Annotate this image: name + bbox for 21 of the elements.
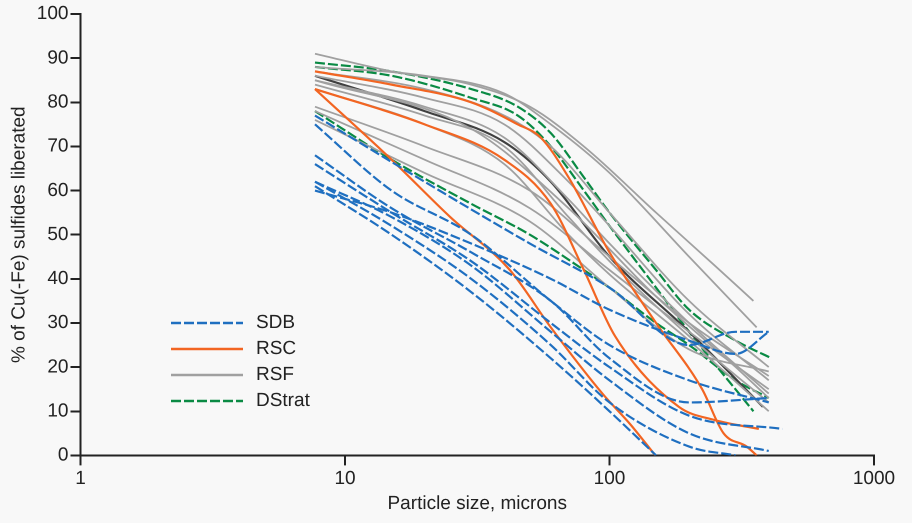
- y-tick-label: 20: [47, 356, 68, 378]
- y-tick-label: 40: [47, 268, 68, 290]
- y-tick-label: 30: [47, 312, 68, 334]
- x-tick-label: 1: [75, 468, 86, 490]
- legend-label: SDB: [256, 311, 296, 335]
- x-tick-label: 100: [594, 468, 626, 490]
- y-axis-title: % of Cu(-Fe) sulfides liberated: [8, 106, 30, 364]
- y-tick-label: 50: [47, 224, 68, 245]
- y-tick-label: 90: [47, 47, 68, 68]
- legend-label: RSF: [256, 363, 294, 387]
- legend-label: DStrat: [256, 389, 310, 413]
- x-axis-title: Particle size, microns: [388, 492, 567, 514]
- y-tick-label: 0: [58, 444, 68, 466]
- y-tick-label: 100: [36, 3, 68, 24]
- y-tick-label: 70: [47, 136, 68, 157]
- x-tick-label: 1000: [852, 468, 896, 490]
- legend-label: RSC: [256, 337, 296, 361]
- y-tick-label: 60: [47, 180, 68, 201]
- x-tick-label: 10: [334, 468, 356, 490]
- y-tick-label: 80: [47, 92, 68, 113]
- y-tick-label: 10: [47, 400, 68, 422]
